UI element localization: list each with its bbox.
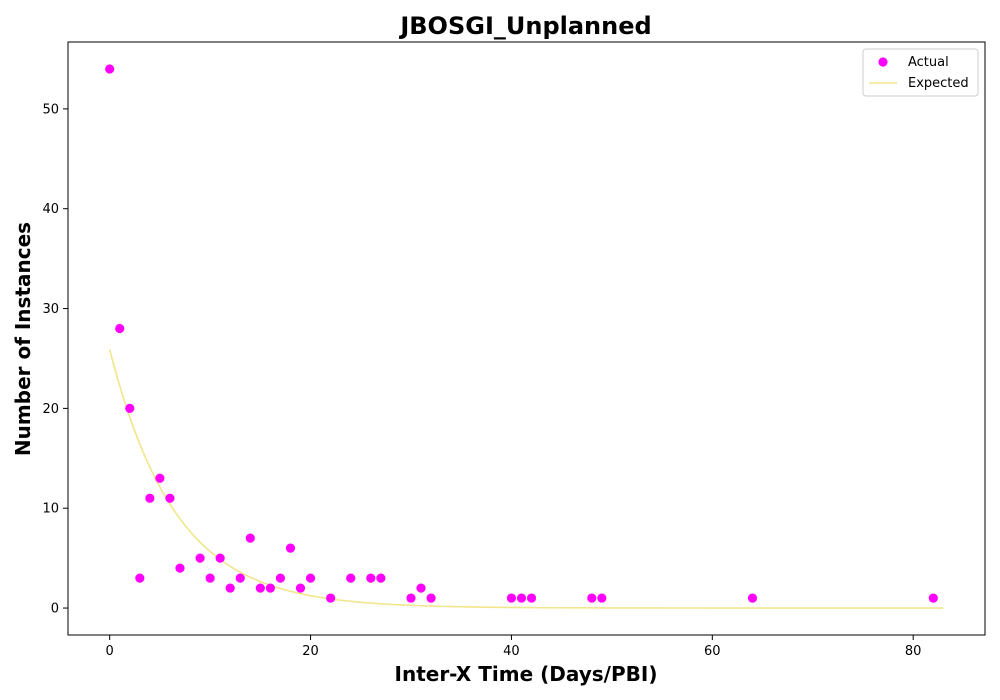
x-tick-label: 20 [302, 644, 319, 659]
data-point [305, 573, 316, 583]
data-point [747, 593, 758, 603]
plot-frame [67, 41, 986, 636]
y-tick-label: 10 [42, 502, 59, 517]
y-axis-label: Number of Instances [11, 222, 35, 456]
data-point [526, 593, 537, 603]
y-tick-label: 0 [51, 602, 59, 617]
data-point [426, 593, 436, 603]
data-point [285, 543, 296, 553]
chart-title: JBOSGI_Unplanned [398, 12, 651, 40]
data-point [255, 583, 265, 593]
legend: Actual Expected [862, 48, 979, 97]
x-tick-label: 40 [503, 644, 520, 659]
data-point [406, 593, 416, 603]
data-point [346, 573, 356, 583]
expected-line [108, 349, 944, 609]
data-point [928, 593, 938, 603]
data-point [215, 553, 225, 563]
data-point [145, 493, 155, 503]
data-point [155, 473, 165, 483]
data-point [516, 593, 527, 603]
data-point [195, 553, 205, 563]
data-point [115, 323, 125, 334]
legend-actual-label: Actual [908, 55, 949, 70]
data-point [265, 583, 275, 593]
data-point [506, 593, 517, 603]
data-point [135, 573, 145, 583]
y-tick-label: 30 [42, 302, 59, 317]
legend-expected-label: Expected [908, 76, 969, 91]
data-point [295, 583, 306, 593]
x-tick-label: 80 [905, 644, 922, 659]
y-tick-label: 40 [42, 202, 59, 217]
data-point [597, 593, 607, 603]
data-point [416, 583, 426, 593]
data-point [275, 573, 286, 583]
plot-area: 0 20 40 60 80 0 10 20 30 40 50 [42, 41, 986, 659]
legend-box [862, 48, 979, 97]
data-point [165, 493, 175, 503]
data-point [587, 593, 597, 603]
x-tick-label: 0 [106, 644, 114, 659]
data-point [245, 533, 255, 543]
data-point [235, 573, 245, 583]
data-point [105, 64, 115, 74]
data-point [326, 593, 336, 603]
legend-actual-marker [878, 57, 888, 67]
y-tick-label: 20 [42, 402, 59, 417]
data-point [175, 563, 185, 573]
data-point [376, 573, 386, 583]
data-point [225, 583, 235, 593]
data-point [125, 403, 135, 413]
x-tick-label: 60 [704, 644, 721, 659]
y-tick-label: 50 [42, 102, 59, 117]
x-axis-label: Inter-X Time (Days/PBI) [395, 662, 658, 686]
data-point [205, 573, 215, 583]
data-point [366, 573, 376, 583]
